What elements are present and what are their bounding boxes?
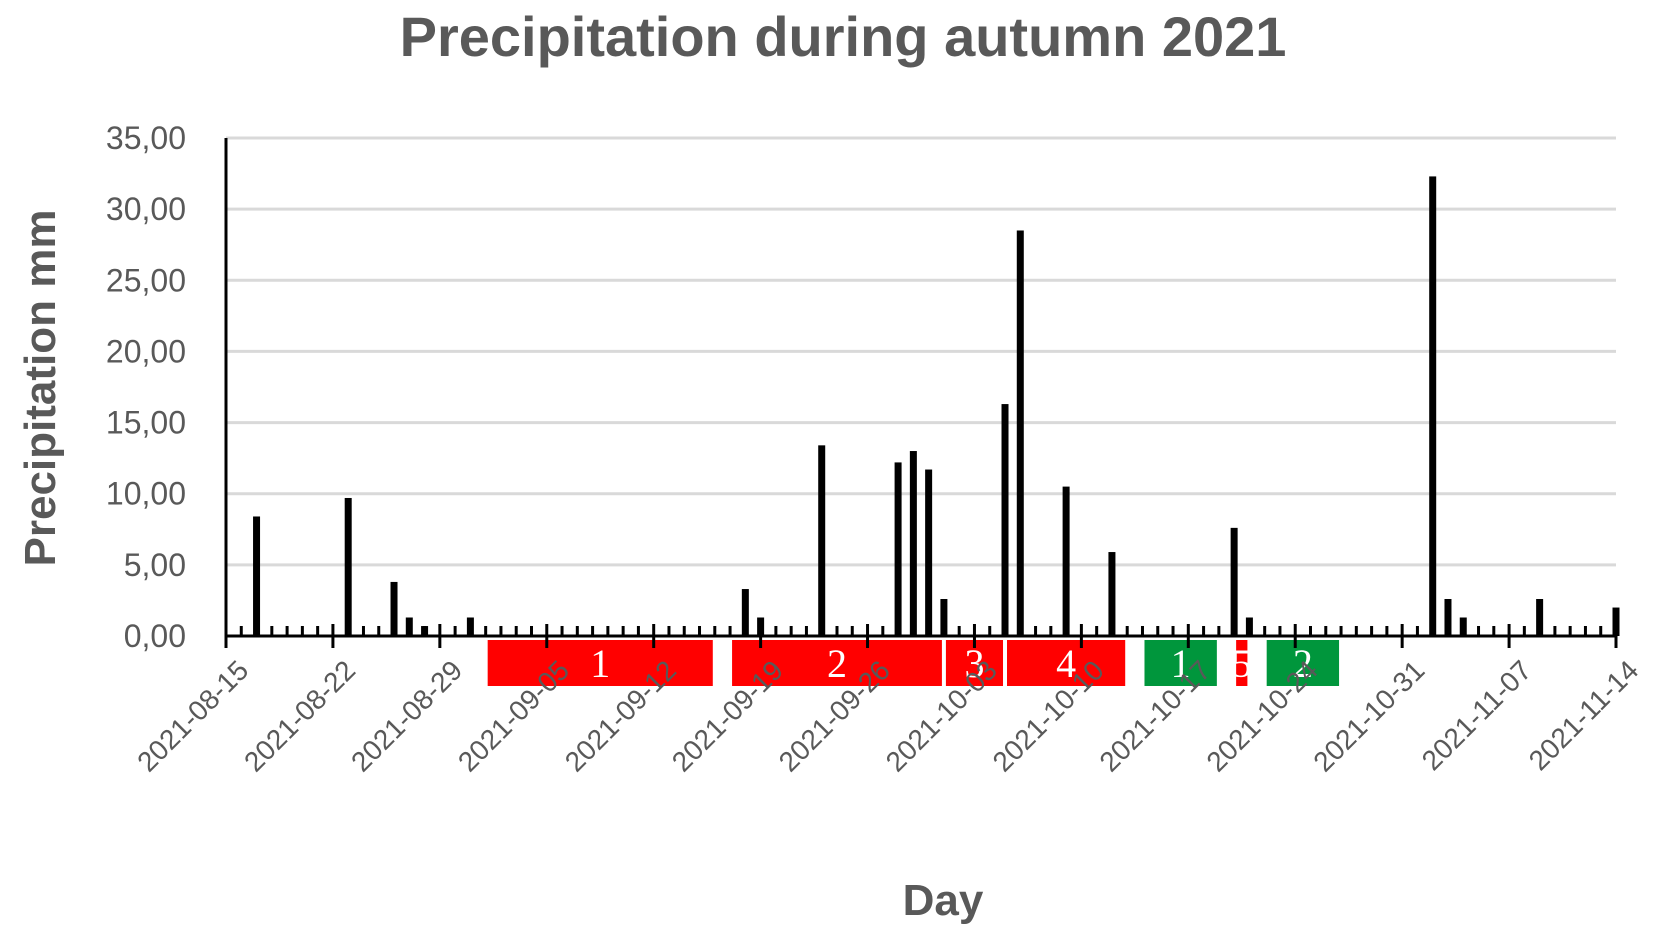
- period-label: 5: [1232, 641, 1252, 686]
- period-label: 1: [590, 641, 610, 686]
- bar: [1230, 527, 1238, 636]
- x-axis-title: Day: [903, 876, 984, 925]
- bar: [253, 516, 261, 636]
- x-axis: [224, 138, 1618, 648]
- bar: [894, 462, 902, 636]
- bar: [1612, 607, 1620, 636]
- period-band: [1236, 640, 1248, 686]
- period-band: [1144, 640, 1217, 686]
- bar: [1062, 486, 1070, 636]
- period-band: [487, 640, 713, 686]
- bar: [925, 469, 933, 636]
- x-tick-label: 2021-11-14: [1523, 654, 1645, 776]
- bar: [741, 589, 749, 636]
- period-label: 2: [827, 641, 847, 686]
- y-tick-label: 20,00: [106, 333, 186, 369]
- bar: [1444, 599, 1452, 636]
- y-tick-label: 15,00: [106, 405, 186, 441]
- period-band: [1007, 640, 1126, 686]
- bar: [818, 445, 826, 636]
- period-label: 4: [1056, 641, 1076, 686]
- period-band: [1266, 640, 1340, 686]
- bar: [1536, 599, 1544, 636]
- gridlines: [226, 136, 1616, 567]
- y-tick-label: 35,00: [106, 120, 186, 156]
- bar: [1001, 404, 1009, 636]
- y-tick-label: 0,00: [124, 618, 186, 654]
- period-label: 2: [1293, 641, 1313, 686]
- bar: [390, 581, 398, 636]
- bar: [344, 497, 352, 636]
- y-tick-label: 10,00: [106, 476, 186, 512]
- x-tick-label: 2021-10-24: [1200, 654, 1323, 777]
- y-axis-title: Precipitation mm: [16, 210, 65, 567]
- bar: [1429, 176, 1437, 636]
- y-tick-label: 5,00: [124, 547, 186, 583]
- bar: [940, 599, 948, 636]
- bar: [1016, 230, 1024, 636]
- chart-title: Precipitation during autumn 2021: [400, 5, 1287, 68]
- bar: [909, 451, 917, 636]
- y-tick-label: 30,00: [106, 191, 186, 227]
- bars: [253, 176, 1620, 636]
- x-tick-label: 2021-08-15: [131, 654, 254, 777]
- x-tick-label: 2021-08-29: [345, 654, 468, 777]
- period-label: 3: [964, 641, 984, 686]
- x-tick-label: 2021-08-22: [238, 654, 361, 777]
- bar: [1108, 552, 1116, 636]
- period-band: [732, 640, 942, 686]
- y-axis-ticks: 0,00 5,00 10,00 15,00 20,00 25,00 30,00 35,00: [106, 120, 186, 654]
- x-tick-label: 2021-11-07: [1416, 654, 1538, 776]
- x-axis-ticks: 2021-08-152021-08-222021-08-292021-09-05…: [131, 654, 1644, 777]
- y-tick-label: 25,00: [106, 262, 186, 298]
- period-label: 1: [1171, 641, 1191, 686]
